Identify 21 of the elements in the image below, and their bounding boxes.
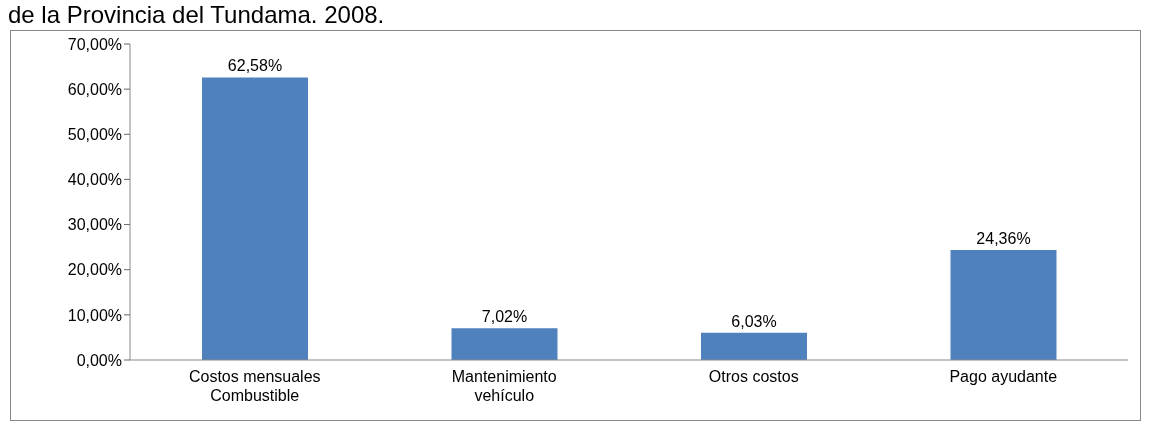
chart-title: de la Provincia del Tundama. 2008. — [8, 1, 385, 28]
data-label: 6,03% — [731, 312, 777, 330]
y-tick-label: 60,00% — [67, 80, 122, 98]
y-tick-label: 50,00% — [67, 125, 122, 143]
x-tick-label: Mantenimiento vehículo — [451, 368, 557, 404]
bar — [451, 328, 558, 360]
y-tick-label: 30,00% — [67, 216, 122, 234]
data-label: 62,58% — [227, 57, 283, 75]
x-tick-label: Pago ayudante — [949, 368, 1058, 385]
bar — [950, 250, 1057, 360]
y-tick-label: 70,00% — [67, 35, 122, 53]
data-label: 24,36% — [976, 230, 1031, 248]
data-label: 7,02% — [481, 308, 528, 326]
x-tick-label: Otros costos — [708, 368, 799, 385]
x-tick-label: Costos mensuales Combustible — [188, 368, 321, 404]
bar — [701, 332, 807, 360]
y-tick-label: 40,00% — [67, 171, 122, 189]
bar — [202, 77, 308, 360]
y-tick-label: 20,00% — [67, 261, 122, 279]
y-tick-label: 0,00% — [76, 351, 122, 369]
y-tick-label: 10,00% — [67, 306, 122, 324]
